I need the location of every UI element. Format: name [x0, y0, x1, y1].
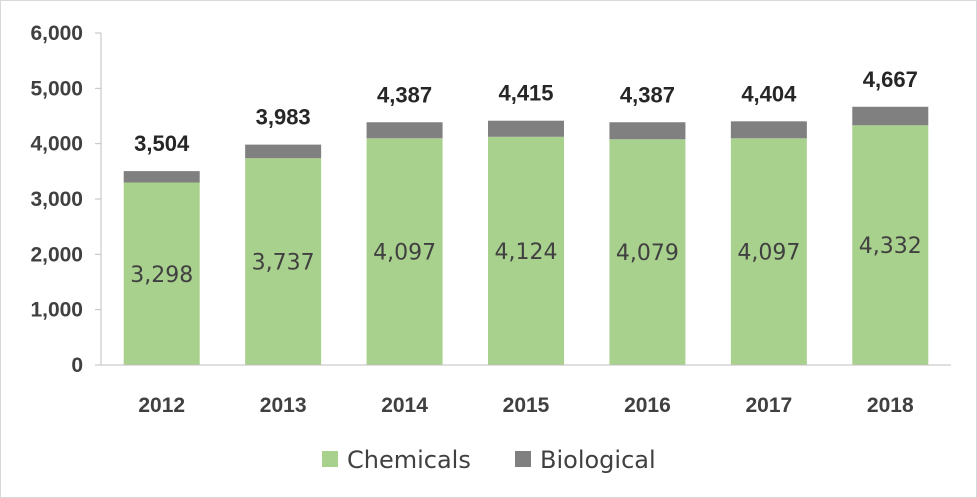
total-value-label: 4,404 — [741, 81, 797, 106]
x-axis: 2012 2013 2014 2015 2016 2017 2018 — [101, 364, 951, 417]
bar-segment-chemicals — [123, 182, 200, 365]
bar-segment-biological — [488, 120, 564, 137]
legend-label: Biological — [540, 446, 656, 474]
x-tick-label: 2016 — [624, 394, 671, 417]
bar-segment-chemicals — [852, 125, 929, 366]
total-value-label: 4,415 — [498, 81, 553, 106]
total-value-label: 4,387 — [620, 82, 675, 107]
legend-swatch-biological — [515, 451, 531, 467]
segment-value-label: 4,332 — [859, 234, 922, 259]
y-tick-label: 0 — [71, 354, 83, 377]
bar-segment-chemicals — [245, 158, 322, 365]
y-tick-label: 2,000 — [30, 243, 83, 266]
y-tick-label: 3,000 — [30, 188, 83, 211]
x-tick-label: 2015 — [503, 394, 550, 417]
total-value-label: 3,983 — [256, 105, 311, 130]
segment-value-label: 3,737 — [252, 251, 315, 276]
segment-value-label: 3,298 — [130, 263, 193, 288]
legend: Chemicals Biological — [322, 446, 656, 474]
y-axis: 0 1,000 2,000 3,000 4,000 5,000 6,000 — [30, 22, 102, 377]
bar-segment-chemicals — [366, 138, 443, 365]
total-value-label: 4,387 — [377, 82, 432, 107]
bar-segment-chemicals — [609, 139, 686, 365]
bar-segment-biological — [730, 121, 807, 139]
segment-value-label: 4,097 — [737, 241, 800, 266]
x-tick-label: 2017 — [745, 394, 792, 417]
total-value-label: 4,667 — [863, 67, 918, 92]
legend-label: Chemicals — [347, 446, 471, 474]
y-tick-label: 4,000 — [30, 133, 83, 156]
bar-segment-biological — [609, 122, 686, 140]
bar-segment-biological — [852, 106, 929, 126]
x-tick-label: 2012 — [138, 394, 185, 417]
x-tick-label: 2014 — [381, 394, 428, 417]
legend-swatch-chemicals — [322, 451, 338, 467]
y-tick-label: 5,000 — [30, 77, 83, 100]
y-tick-label: 6,000 — [30, 22, 83, 45]
bar-segment-biological — [366, 122, 443, 139]
total-value-label: 3,504 — [134, 131, 190, 156]
x-tick-label: 2018 — [867, 394, 914, 417]
bar-segment-chemicals — [488, 136, 564, 365]
segment-value-label: 4,124 — [495, 240, 558, 265]
y-tick-label: 1,000 — [30, 299, 83, 322]
segment-value-label: 4,079 — [616, 241, 679, 266]
bars: 3,298 3,504 3,737 3,983 4,097 4,387 4,124 4,415… — [123, 67, 929, 366]
segment-value-label: 4,097 — [373, 241, 436, 266]
bar-segment-biological — [123, 171, 200, 183]
x-tick-label: 2013 — [260, 394, 307, 417]
bar-segment-chemicals — [730, 138, 807, 365]
bar-segment-biological — [245, 144, 322, 159]
